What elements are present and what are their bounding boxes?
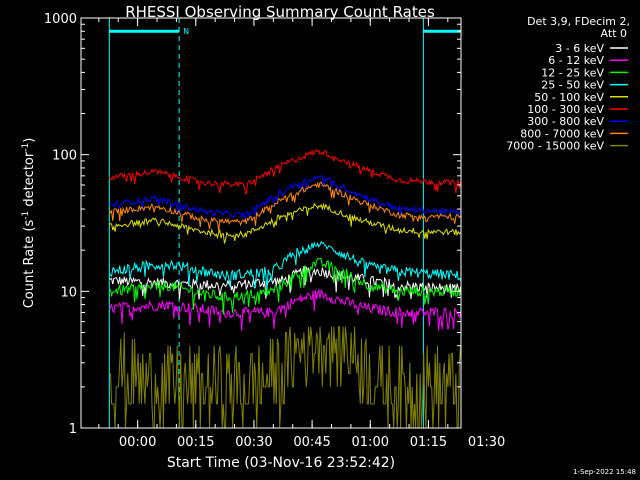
legend-header-line-2: Att 0 bbox=[601, 27, 627, 40]
legend-entry-label: 12 - 25 keV bbox=[541, 66, 604, 79]
x-tick-label: 00:15 bbox=[177, 435, 214, 450]
y-tick-label: 1000 bbox=[44, 12, 77, 27]
y-axis-label-main: Count Rate (s bbox=[22, 220, 37, 309]
flag-label: N bbox=[183, 27, 189, 36]
plot-frame bbox=[80, 17, 462, 429]
legend-entry-label: 6 - 12 keV bbox=[548, 54, 604, 67]
y-axis-label-mid: detector bbox=[22, 151, 37, 211]
generation-timestamp: 1-Sep-2022 15:48 bbox=[573, 468, 636, 476]
x-tick-label: 00:45 bbox=[293, 435, 330, 450]
legend-entry-label: 800 - 7000 keV bbox=[520, 127, 604, 140]
series-line bbox=[109, 288, 461, 332]
series-line bbox=[108, 181, 461, 232]
legend-header-line-1: Det 3,9, FDecim 2, bbox=[527, 15, 630, 28]
y-tick-label: 1 bbox=[69, 422, 77, 437]
axes: 00:00 00:15 00:30 00:45 01:00 01:15 01:30 1 10 10… bbox=[44, 12, 505, 450]
x-tick-label: 00:30 bbox=[235, 435, 272, 450]
y-axis-label: Count Rate (s-1 detector-1) bbox=[21, 138, 37, 309]
y-tick-label: 100 bbox=[52, 149, 77, 164]
chart-title: RHESSI Observing Summary Count Rates bbox=[125, 3, 435, 21]
y-axis-label-sup1: -1 bbox=[21, 211, 31, 220]
series-line bbox=[109, 326, 461, 428]
legend-entry-label: 300 - 800 keV bbox=[527, 115, 604, 128]
series-line bbox=[108, 257, 461, 315]
series-line bbox=[108, 174, 461, 221]
series-line bbox=[108, 240, 461, 290]
x-tick-label: 01:30 bbox=[468, 435, 505, 450]
series-line bbox=[108, 202, 461, 244]
x-axis-label: Start Time (03-Nov-16 23:52:42) bbox=[167, 455, 395, 471]
legend-entry-label: 7000 - 15000 keV bbox=[506, 140, 604, 153]
y-axis-label-sup2: -1 bbox=[21, 143, 31, 152]
x-tick-label: 01:15 bbox=[410, 435, 447, 450]
x-tick-label: 01:00 bbox=[352, 435, 389, 450]
legend-entry-label: 25 - 50 keV bbox=[541, 79, 604, 92]
legend-entry-label: 50 - 100 keV bbox=[534, 91, 604, 104]
series-line bbox=[108, 148, 461, 195]
legend-entry-label: 100 - 300 keV bbox=[527, 103, 604, 116]
flag-bars: N bbox=[109, 27, 461, 36]
series-layer bbox=[108, 148, 461, 428]
x-tick-label: 00:00 bbox=[119, 435, 156, 450]
y-tick-label: 10 bbox=[60, 285, 77, 300]
y-axis-label-end: ) bbox=[22, 138, 37, 143]
legend-entry-label: 3 - 6 keV bbox=[555, 42, 604, 55]
